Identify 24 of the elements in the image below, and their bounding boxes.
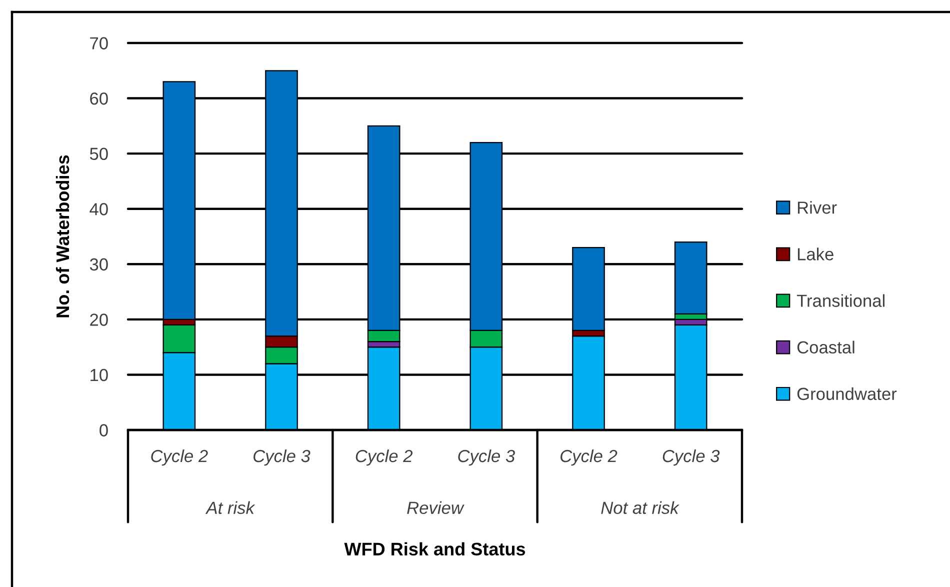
legend-label: Coastal bbox=[797, 340, 854, 354]
x-axis-title: WFD Risk and Status bbox=[344, 542, 526, 556]
x-tick-label: Cycle 2 bbox=[356, 449, 413, 466]
y-tick-label: 10 bbox=[90, 368, 108, 382]
text: Review bbox=[407, 501, 464, 514]
y-axis-title: No. of Waterbodies bbox=[56, 155, 70, 318]
legend-label: Groundwater bbox=[797, 387, 897, 400]
x-tick-label: Cycle 3 bbox=[458, 449, 515, 466]
x-tick-label: Cycle 3 bbox=[662, 449, 720, 466]
y-tick-label: 0 bbox=[100, 424, 108, 436]
x-tick-label: Cycle 2 bbox=[151, 449, 208, 466]
y-tick-label: 50 bbox=[90, 148, 108, 160]
y-tick-label: 70 bbox=[90, 37, 108, 50]
x-tick-label: Cycle 3 bbox=[254, 449, 310, 466]
legend-label: River bbox=[798, 201, 837, 214]
y-tick-label: 20 bbox=[90, 314, 108, 326]
y-tick-label: 30 bbox=[90, 258, 108, 271]
text: At risk bbox=[205, 501, 256, 514]
y-tick-label: 40 bbox=[90, 203, 108, 216]
legend-label: Transitional bbox=[796, 294, 884, 307]
text: Not at risk bbox=[601, 501, 680, 514]
y-tick-label: 60 bbox=[90, 92, 108, 105]
legend-label: Lake bbox=[798, 248, 834, 260]
x-tick-label: Cycle 2 bbox=[560, 449, 618, 466]
